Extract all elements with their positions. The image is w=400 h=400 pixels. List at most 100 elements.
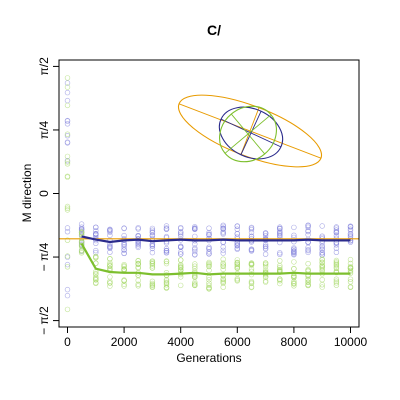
data-point — [206, 225, 212, 231]
data-point — [333, 259, 340, 265]
data-point — [64, 286, 71, 293]
data-point — [163, 223, 170, 229]
data-point — [291, 252, 297, 258]
data-point — [277, 258, 283, 264]
data-point — [163, 245, 170, 252]
data-point — [192, 245, 198, 251]
data-point — [347, 265, 354, 272]
data-point — [163, 226, 170, 232]
data-point — [277, 250, 283, 256]
data-point — [277, 228, 283, 234]
y-axis: π/2 π/4 0 − π/4 − π/2 — [37, 57, 60, 335]
data-point — [78, 226, 85, 232]
data-point — [107, 232, 113, 239]
data-point — [93, 224, 99, 231]
data-point — [305, 224, 311, 230]
data-point — [234, 246, 241, 252]
data-point — [64, 84, 71, 90]
data-point — [178, 251, 184, 257]
data-point — [121, 281, 127, 288]
data-point — [319, 256, 325, 262]
data-point — [305, 261, 311, 267]
data-point — [178, 244, 184, 250]
data-point — [319, 284, 325, 290]
data-point — [333, 242, 340, 248]
data-point — [64, 117, 71, 124]
data-point — [305, 276, 311, 282]
data-point — [333, 229, 340, 235]
data-point — [333, 278, 340, 284]
data-point — [192, 241, 198, 247]
data-point — [93, 247, 99, 254]
data-point — [192, 263, 198, 269]
data-point — [192, 248, 198, 255]
data-point — [149, 258, 156, 264]
data-point — [220, 280, 226, 286]
data-point — [347, 227, 354, 234]
data-point — [319, 243, 325, 249]
data-point — [64, 207, 71, 213]
data-point — [149, 245, 156, 252]
data-point — [319, 250, 325, 256]
data-point — [121, 263, 127, 269]
x-tick-label: 10000 — [334, 335, 368, 349]
data-point — [291, 232, 297, 239]
data-point — [262, 245, 269, 251]
data-point — [347, 256, 354, 263]
data-point — [248, 284, 255, 291]
data-point — [64, 261, 71, 268]
data-point — [234, 276, 241, 282]
data-point — [262, 263, 269, 269]
data-point — [234, 257, 241, 263]
y-axis-label: M direction — [20, 164, 34, 223]
data-point — [107, 226, 113, 233]
data-point — [234, 243, 241, 249]
data-point — [206, 263, 212, 269]
data-point — [107, 249, 113, 255]
data-point — [149, 225, 156, 232]
data-point — [78, 248, 85, 255]
data-point — [277, 278, 283, 284]
data-point — [64, 292, 71, 299]
data-point — [305, 279, 311, 285]
data-point — [333, 265, 340, 271]
data-point — [107, 256, 113, 262]
data-point — [277, 226, 283, 232]
data-point — [64, 264, 71, 270]
data-point — [135, 281, 141, 287]
data-point — [206, 277, 212, 283]
data-point — [163, 250, 170, 256]
data-point — [192, 224, 198, 230]
data-point — [206, 282, 212, 288]
data-point — [220, 225, 226, 232]
data-point — [277, 266, 283, 273]
data-point — [305, 244, 311, 251]
data-point — [135, 283, 141, 289]
data-point — [107, 228, 113, 234]
data-point — [64, 203, 71, 210]
data-point — [333, 257, 340, 264]
data-point — [93, 271, 99, 277]
data-point — [248, 247, 255, 253]
data-point — [78, 241, 85, 247]
x-tick-label: 8000 — [281, 335, 308, 349]
data-point — [78, 235, 85, 241]
data-point — [277, 280, 283, 287]
data-point — [333, 261, 340, 268]
data-point — [262, 261, 269, 268]
data-point — [163, 285, 170, 291]
data-point — [291, 248, 297, 254]
data-point — [333, 249, 340, 256]
data-point — [333, 280, 340, 286]
data-point — [149, 243, 156, 249]
data-point — [248, 226, 255, 233]
data-point — [262, 278, 269, 284]
data-point — [163, 278, 170, 284]
inset-ellipses — [177, 94, 323, 168]
data-point — [220, 260, 226, 266]
data-point — [262, 231, 269, 237]
data-point — [262, 260, 269, 266]
data-point — [305, 223, 311, 229]
data-point — [305, 247, 311, 254]
